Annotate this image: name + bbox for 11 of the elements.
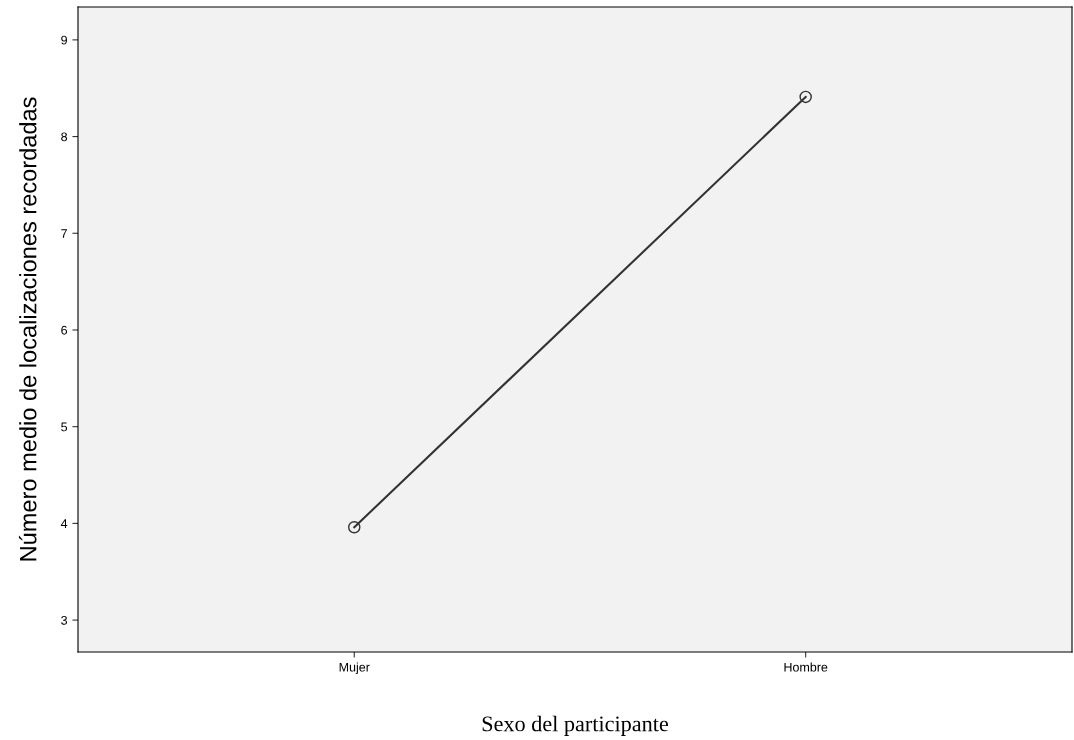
y-tick-label: 9 — [61, 35, 67, 45]
y-axis-title: Número medio de localizaciones recordadas — [18, 97, 37, 561]
x-tick-label: Hombre — [784, 662, 828, 672]
y-tick-label: 3 — [61, 615, 68, 625]
y-tick-label: 4 — [60, 519, 68, 528]
x-tick-label: Mujer — [339, 662, 370, 675]
y-tick-label: 6 — [61, 325, 68, 335]
y-tick-label: 8 — [61, 132, 68, 142]
x-axis-title: Sexo del participante — [482, 715, 669, 736]
y-tick-label: 7 — [61, 229, 67, 238]
y-tick-label: 5 — [61, 422, 68, 432]
